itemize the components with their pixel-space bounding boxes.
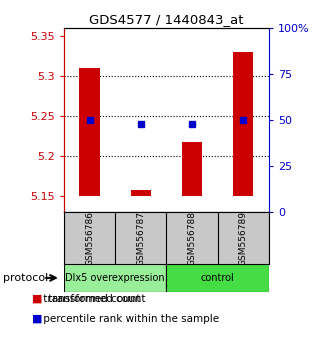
Bar (182, 142, 202, 196)
Text: transformed count: transformed count (40, 294, 140, 304)
Bar (79, 68, 100, 196)
Text: GSM556788: GSM556788 (188, 211, 196, 266)
Bar (131, 190, 151, 196)
Bar (64, 264, 166, 292)
Text: ■: ■ (32, 314, 43, 324)
Bar (233, 52, 253, 196)
Text: ■: ■ (32, 294, 43, 304)
Text: control: control (201, 273, 235, 283)
Text: Dlx5 overexpression: Dlx5 overexpression (65, 273, 165, 283)
Text: protocol: protocol (3, 273, 48, 283)
Title: GDS4577 / 1440843_at: GDS4577 / 1440843_at (89, 13, 244, 26)
Bar (166, 264, 269, 292)
Text: GSM556787: GSM556787 (136, 211, 145, 266)
Text: GSM556786: GSM556786 (85, 211, 94, 266)
Text: ■  transformed count: ■ transformed count (32, 294, 146, 304)
Text: percentile rank within the sample: percentile rank within the sample (40, 314, 219, 324)
Text: GSM556789: GSM556789 (239, 211, 248, 266)
